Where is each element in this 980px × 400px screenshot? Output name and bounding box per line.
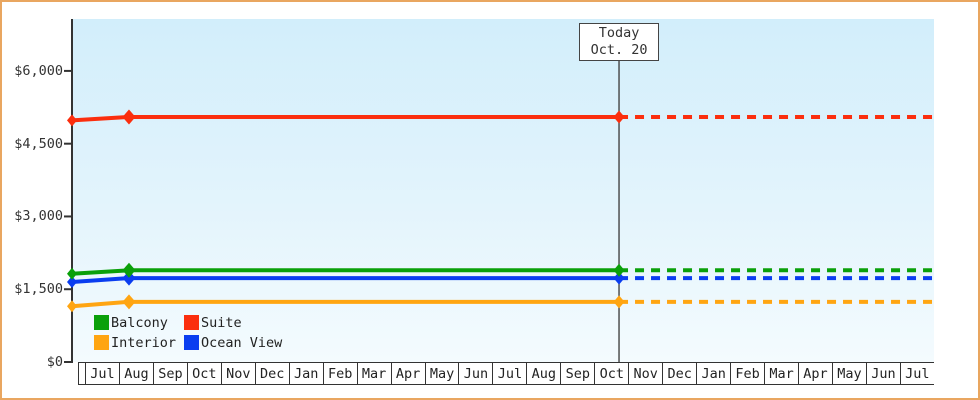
legend: Balcony Suite Interior Ocean View	[94, 313, 282, 352]
month-cell: Jun	[867, 363, 901, 384]
month-cell: Jul	[86, 363, 120, 384]
series-line-ocean-view	[71, 276, 620, 284]
legend-label: Balcony	[111, 314, 168, 331]
series-point-interior	[613, 295, 625, 309]
series-point-suite	[122, 109, 136, 125]
month-cell: Feb	[324, 363, 358, 384]
month-cell: Apr	[392, 363, 426, 384]
legend-item-ocean-view: Ocean View	[184, 333, 282, 352]
month-cell: Oct	[188, 363, 222, 384]
series-line-interior	[71, 299, 620, 309]
series-point-ocean-view	[613, 271, 625, 285]
month-cell: Dec	[256, 363, 290, 384]
month-cell: Sep	[561, 363, 596, 384]
legend-item-interior: Interior	[94, 333, 184, 352]
series-point-suite	[613, 110, 625, 124]
y-axis-labels: $0 $1,500 $3,000 $4,500 $6,000	[2, 2, 63, 398]
legend-swatch-ocean-view	[184, 335, 199, 350]
series-point-ocean-view	[67, 275, 77, 288]
legend-swatch-suite	[184, 315, 199, 330]
y-tick-label: $6,000	[14, 62, 63, 79]
legend-swatch-interior	[94, 335, 109, 350]
legend-swatch-balcony	[94, 315, 109, 330]
month-cell: Aug	[120, 363, 154, 384]
today-date: Oct. 20	[590, 42, 648, 58]
month-cell: Nov	[222, 363, 256, 384]
legend-label: Ocean View	[201, 334, 283, 351]
series-line-balcony	[71, 268, 620, 276]
legend-label: Interior	[111, 334, 177, 351]
y-tick-label: $0	[46, 354, 63, 370]
y-tick-label: $1,500	[14, 281, 63, 298]
series-point-balcony	[122, 262, 136, 278]
plot-area	[73, 19, 934, 362]
month-cell: Mar	[358, 363, 392, 384]
month-cell: Jan	[290, 363, 324, 384]
month-cell: Jan	[697, 363, 732, 384]
month-cell: Mar	[765, 363, 800, 384]
month-cell: Dec	[663, 363, 698, 384]
month-cell: May	[833, 363, 867, 384]
month-cell: Jul	[493, 363, 528, 384]
month-row-sliver	[79, 363, 86, 384]
month-cell: Nov	[629, 363, 664, 384]
month-cell: Aug	[527, 363, 562, 384]
y-tick-label: $3,000	[14, 208, 63, 225]
series-point-interior	[67, 300, 77, 313]
legend-item-suite: Suite	[184, 313, 282, 332]
month-cell: Jun	[459, 363, 494, 384]
legend-label: Suite	[201, 314, 242, 331]
month-cell: Feb	[731, 363, 766, 384]
series-point-suite	[67, 114, 77, 127]
today-label: Today	[598, 25, 640, 41]
x-axis-month-row: Jul Aug Sep Oct Nov Dec Jan Feb Mar Apr May Jun Jul A…	[78, 362, 934, 385]
month-cell: Sep	[154, 363, 188, 384]
month-cell: Jul	[905, 365, 930, 382]
series-point-interior	[122, 294, 136, 310]
series-point-balcony	[67, 267, 77, 280]
y-tick-label: $4,500	[14, 135, 63, 152]
series-point-ocean-view	[122, 270, 136, 286]
month-cell: May	[426, 363, 460, 384]
month-cell: Oct	[595, 363, 630, 384]
series-line-suite	[71, 115, 620, 123]
today-marker-box: Today Oct. 20	[579, 23, 660, 61]
month-cell: Apr	[799, 363, 833, 384]
series-point-balcony	[613, 263, 625, 277]
legend-item-balcony: Balcony	[94, 313, 184, 332]
